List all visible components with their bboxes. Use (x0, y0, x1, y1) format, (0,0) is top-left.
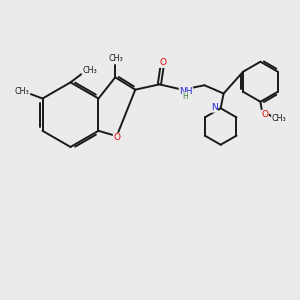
Text: CH₃: CH₃ (272, 114, 286, 123)
Text: CH₃: CH₃ (109, 54, 124, 63)
Text: O: O (159, 58, 166, 68)
Text: N: N (211, 103, 217, 112)
Text: CH₃: CH₃ (14, 87, 29, 96)
Text: O: O (113, 133, 120, 142)
Text: H: H (182, 92, 188, 101)
Text: CH₃: CH₃ (82, 65, 97, 74)
Text: NH: NH (179, 87, 193, 96)
Text: O: O (261, 110, 268, 119)
